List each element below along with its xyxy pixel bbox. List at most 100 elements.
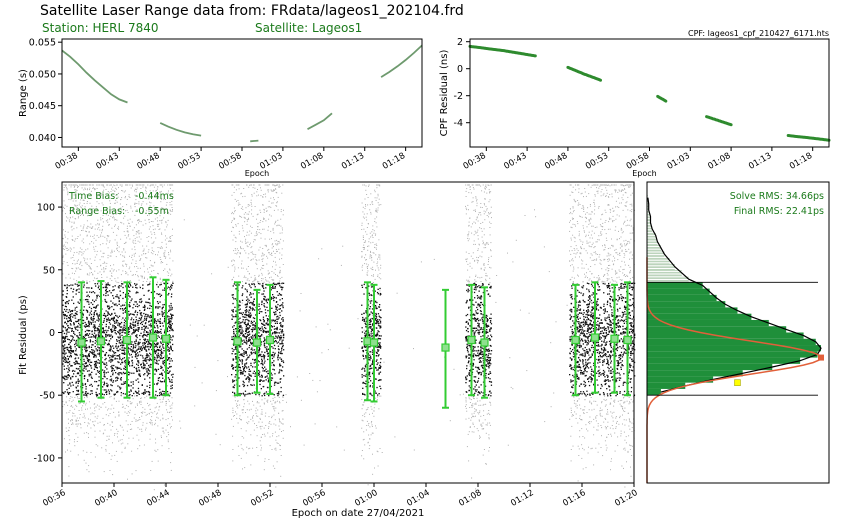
fit-rejected-point [77,454,79,456]
fit-rejected-point [157,225,159,227]
fit-accepted-point [138,390,140,392]
fit-rejected-point [79,234,81,236]
fit-rejected-point [169,268,171,270]
fit-rejected-point [118,226,119,228]
fit-rejected-point [70,257,72,259]
fit-rejected-point [238,233,240,235]
fit-rejected-point [601,427,603,429]
fit-rejected-point [160,246,162,248]
fit-accepted-point [156,301,159,303]
fit-accepted-point [108,349,110,351]
fit-accepted-point [162,306,164,308]
fit-rejected-point [150,202,152,204]
fit-rejected-point [172,228,173,230]
fit-rejected-point [630,194,632,196]
fit-accepted-point [95,335,97,337]
fit-rejected-point [484,419,486,421]
fit-rejected-point [627,241,629,243]
fit-rejected-point [124,190,126,192]
fit-rejected-point [595,400,597,402]
fit-rejected-point [595,417,597,419]
fit-rejected-point [64,246,66,248]
fit-rejected-point [256,234,258,236]
fit-rejected-point [374,191,376,193]
fit-rejected-point [257,281,258,283]
fit-rejected-point [233,250,235,252]
fit-rejected-point [152,229,154,231]
fit-accepted-point [128,333,130,335]
fit-rejected-point [97,228,99,230]
fit-accepted-point [70,284,72,286]
fit-rejected-point [275,264,277,266]
fit-rejected-point [473,431,475,433]
fit-rejected-point [624,188,626,190]
fit-accepted-point [86,287,88,289]
fit-rejected-point [126,280,128,282]
fit-rejected-point [248,448,250,450]
fit-rejected-point [71,423,72,425]
fit-accepted-point [159,331,162,333]
fit-accepted-point [84,321,86,324]
fit-rejected-point [280,455,282,456]
fit-rejected-point [485,247,487,249]
fit-accepted-point [115,345,117,347]
fit-accepted-point [132,321,134,323]
fit-rejected-point [482,184,484,186]
fit-rejected-point [148,236,150,237]
fit-rejected-point [65,241,67,243]
fit-rejected-point [97,219,99,221]
fit-rejected-point [87,422,89,424]
fit-rejected-point [256,425,258,426]
fit-rejected-point [274,189,275,191]
fit-rejected-point [254,279,256,281]
fit-rejected-point [110,458,112,460]
fit-rejected-point [279,232,281,234]
fit-rejected-point [90,223,92,225]
fit-rejected-point [483,428,485,430]
fit-rejected-point [144,271,145,273]
fit-rejected-point [70,250,72,252]
fit-rejected-point [98,203,100,205]
fit-accepted-point [146,353,148,355]
fit-rejected-point [62,406,64,408]
fit-rejected-point [465,404,467,406]
fit-rejected-point [478,212,480,214]
fit-rejected-point [470,192,472,194]
fit-rejected-point [621,465,623,467]
fit-rejected-point [148,219,150,220]
fit-rejected-point [158,196,160,198]
fit-rejected-point [75,270,77,272]
fit-rejected-point [362,404,364,406]
fit-accepted-point [110,348,112,350]
range-series-0 [61,49,128,104]
fit-accepted-point [98,328,100,330]
fit-rejected-point [629,203,631,205]
fit-rejected-point [147,268,148,270]
fit-rejected-point [623,185,625,187]
fit-rejected-point [137,274,139,276]
fit-rejected-point [616,214,618,216]
fit-accepted-point [86,295,88,297]
fit-rejected-point [258,259,260,261]
fit-rejected-point [76,190,78,191]
fit-rejected-point [379,258,381,260]
fit-rejected-point [259,417,261,419]
fit-accepted-point [62,391,64,394]
fit-accepted-point [66,308,68,311]
fit-rejected-point [242,230,244,232]
fit-accepted-point [170,302,172,305]
fit-accepted-point [79,318,81,321]
fit-accepted-point [65,359,67,361]
fit-accepted-point [148,301,150,304]
fit-accepted-point [147,359,149,361]
fit-rejected-point [475,222,476,224]
fit-rejected-point [118,269,120,271]
fit-rejected-point [576,407,578,409]
fit-rejected-point [279,449,281,450]
fit-rejected-point [114,185,116,187]
fit-accepted-point [95,373,97,375]
fit-accepted-point [132,332,134,334]
fit-accepted-point [119,335,121,337]
fit-accepted-point [135,305,137,307]
fit-rejected-point [630,269,631,271]
